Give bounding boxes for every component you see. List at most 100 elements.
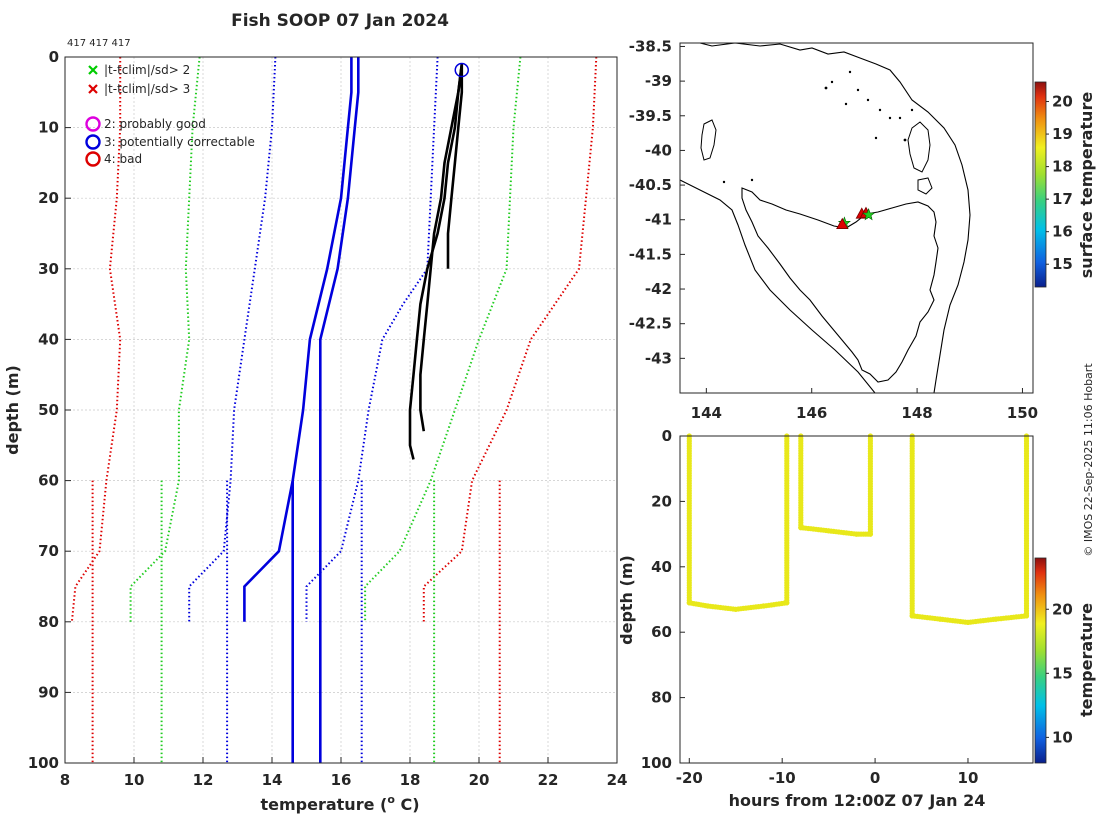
map-xtick-label: 146	[796, 404, 827, 422]
profile-ytick-label: 70	[38, 542, 59, 560]
surface-colorbar-tick-label: 17	[1052, 190, 1073, 208]
map-ytick-label: -42.5	[629, 315, 672, 333]
temperature-colorbar-tick-label: 15	[1052, 664, 1073, 682]
profile-ytick-label: 40	[38, 330, 59, 348]
legend-label: |t-tclim|/sd> 3	[104, 82, 190, 96]
profile-xlabel: temperature (o C)	[260, 793, 419, 814]
king-island	[700, 119, 717, 161]
profile-ytick-label: 20	[38, 189, 59, 207]
figure-title: Fish SOOP 07 Jan 2024	[231, 11, 449, 31]
profile-xtick-label: 8	[60, 771, 70, 789]
profile-xtick-label: 10	[124, 771, 145, 789]
time-axes-box	[679, 435, 1034, 764]
map-triangle-marker	[836, 217, 849, 229]
cape-barren-island	[917, 177, 933, 195]
profile-legend: |t-tclim|/sd> 2 |t-tclim|/sd> 3 2: probabl…	[85, 63, 255, 167]
profile-ytick-label: 30	[38, 260, 59, 278]
time-ytick-label: 60	[651, 623, 672, 641]
temperature-colorbar	[1034, 557, 1047, 764]
surface-colorbar-ticks: 15 16 17 18 19 20	[1046, 93, 1073, 273]
temperature-colorbar-label: temperature	[1077, 603, 1096, 717]
profile-ytick-label: 60	[38, 472, 59, 490]
credit-text: © IMOS 22-Sep-2025 11:06 Hobart	[1082, 363, 1095, 557]
series-profile-3	[446, 64, 464, 269]
map-ytick-label: -43	[645, 349, 672, 367]
time-ylabel: depth (m)	[617, 555, 636, 645]
surface-colorbar-tick-label: 18	[1052, 158, 1073, 176]
counts-label: 417 417 417	[67, 38, 131, 49]
profile-xtick-label: 14	[262, 771, 283, 789]
series-clim-3sd	[422, 57, 598, 622]
legend-label: 4: bad	[104, 152, 142, 166]
legend-x-marker	[88, 84, 98, 94]
time-series-points	[686, 433, 1030, 626]
legend-label: |t-tclim|/sd> 2	[104, 63, 190, 77]
profile-grid	[64, 56, 618, 764]
map-xtick-label: 144	[691, 404, 722, 422]
profile-xtick-label: 12	[193, 771, 214, 789]
time-xtick-label: 0	[870, 769, 880, 787]
time-ytick-label: 0	[662, 427, 672, 445]
map-star-marker	[862, 208, 876, 221]
profile-ylabel: depth (m)	[3, 365, 22, 455]
profile-xtick-label: 18	[400, 771, 421, 789]
series-profile-1	[408, 63, 464, 460]
series-clim-1sd	[188, 57, 277, 622]
map-ytick-label: -39	[645, 72, 672, 90]
map-ytick-label: -41	[645, 211, 672, 229]
surface-colorbar-tick-label: 20	[1052, 93, 1073, 111]
surface-colorbar	[1034, 81, 1047, 288]
map-axes-box	[679, 42, 1034, 394]
profile-series	[70, 57, 598, 763]
map-xtick-label: 150	[1007, 404, 1038, 422]
legend-label: 3: potentially correctable	[104, 135, 255, 149]
surface-colorbar-tick-label: 15	[1052, 255, 1073, 273]
profile-xtick-label: 24	[607, 771, 628, 789]
temperature-colorbar-tick-label: 10	[1052, 728, 1073, 746]
profile-panel: 8 10 12 14 16 18 20 22 240102030405060708090100 …	[3, 48, 627, 814]
time-xtick-label: -20	[676, 769, 703, 787]
surface-colorbar-label: surface temperature	[1077, 92, 1096, 279]
bass-strait-edge	[680, 179, 876, 393]
time-ytick-label: 80	[651, 689, 672, 707]
profile-ticks: 8 10 12 14 16 18 20 22 24 0 10 20 30 40 50 60 70 80 90 100	[28, 48, 628, 789]
time-ytick-label: 20	[651, 492, 672, 510]
time-xlabel: hours from 12:00Z 07 Jan 24	[729, 791, 986, 810]
time-xtick-label: 10	[958, 769, 979, 787]
legend-label: 2: probably good	[104, 117, 206, 131]
time-ytick-label: 100	[641, 754, 672, 772]
series-profile-2	[419, 63, 464, 432]
map-ytick-label: -38.5	[629, 37, 672, 55]
profile-ytick-label: 80	[38, 613, 59, 631]
surface-colorbar-tick-label: 19	[1052, 125, 1073, 143]
map-ytick-label: -40.5	[629, 176, 672, 194]
map-ytick-label: -42	[645, 280, 672, 298]
legend-x-marker	[88, 65, 98, 75]
series-clim-mean	[243, 57, 353, 622]
profile-xtick-label: 16	[331, 771, 352, 789]
time-ytick-label: 40	[651, 558, 672, 576]
profile-ytick-label: 90	[38, 683, 59, 701]
profile-ytick-label: 100	[28, 754, 59, 772]
profile-ytick-label: 0	[49, 48, 59, 66]
profile-xtick-label: 20	[469, 771, 490, 789]
series-clim-median	[319, 57, 360, 763]
legend-circle-marker	[85, 116, 101, 132]
flinders-island	[907, 121, 931, 173]
profile-ytick-label: 10	[38, 119, 59, 137]
surface-colorbar-tick-label: 16	[1052, 223, 1073, 241]
profile-ytick-label: 50	[38, 401, 59, 419]
flag-marker	[454, 62, 469, 78]
series-clim-1sd	[305, 57, 439, 622]
victoria-coast	[699, 43, 971, 393]
map-track-points	[836, 206, 876, 229]
temperature-colorbar-ticks: 10 15 20	[1046, 600, 1073, 746]
series-clim-2sd	[364, 57, 522, 622]
map-ytick-label: -39.5	[629, 107, 672, 125]
legend-circle-marker	[85, 134, 101, 150]
temperature-colorbar-tick-label: 20	[1052, 600, 1073, 618]
map-panel: 144 146 148 150 -38.5 -39 -39.5 -40 -40.5 -41 -41.…	[629, 37, 1096, 422]
